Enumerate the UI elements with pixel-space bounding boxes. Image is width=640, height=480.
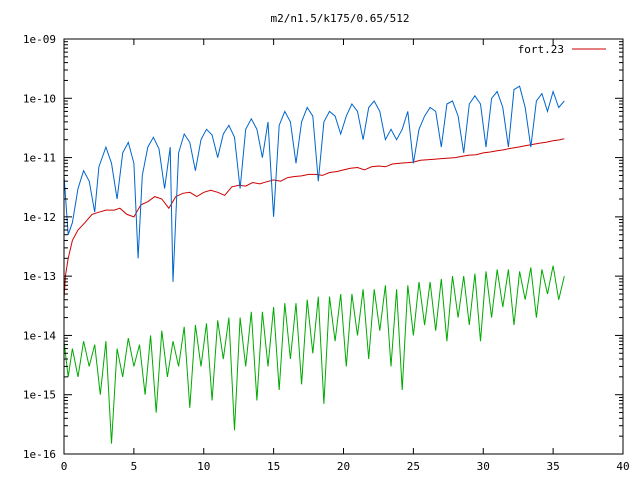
x-tick-label: 0 [61, 460, 68, 473]
x-tick-label: 15 [267, 460, 280, 473]
y-tick-label: 1e-10 [23, 92, 56, 105]
y-tick-label: 1e-15 [23, 389, 56, 402]
legend-label: fort.23 [518, 43, 564, 56]
x-tick-label: 40 [616, 460, 629, 473]
chart-title: m2/n1.5/k175/0.65/512 [270, 12, 409, 25]
series-line-2 [63, 265, 565, 444]
series-line-1 [63, 85, 565, 282]
x-tick-label: 25 [407, 460, 420, 473]
series-line-0 [63, 138, 565, 300]
x-tick-label: 35 [547, 460, 560, 473]
x-tick-label: 10 [197, 460, 210, 473]
x-tick-label: 20 [337, 460, 350, 473]
y-tick-label: 1e-13 [23, 270, 56, 283]
series-layer [63, 85, 565, 444]
y-tick-label: 1e-16 [23, 448, 56, 461]
y-tick-label: 1e-14 [23, 329, 56, 342]
legend: fort.23 [518, 43, 606, 56]
y-tick-label: 1e-12 [23, 211, 56, 224]
y-tick-label: 1e-11 [23, 152, 56, 165]
y-tick-label: 1e-09 [23, 33, 56, 46]
x-tick-label: 5 [131, 460, 138, 473]
plot-frame [63, 38, 624, 455]
axis-layer: 0 5 10 15 20 25 30 35 40 1e-16 1e-15 1e-14 1e-13 1e-1… [23, 33, 630, 473]
x-tick-label: 30 [477, 460, 490, 473]
